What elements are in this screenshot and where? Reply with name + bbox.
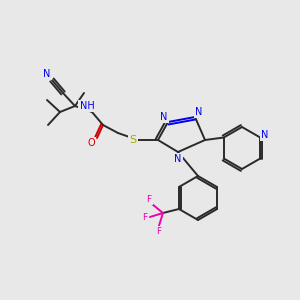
- Text: N: N: [262, 130, 269, 140]
- Text: O: O: [87, 138, 95, 148]
- Text: F: F: [146, 194, 152, 203]
- Text: F: F: [142, 212, 148, 221]
- Text: N: N: [160, 112, 168, 122]
- Text: S: S: [129, 135, 137, 145]
- Text: N: N: [174, 154, 182, 164]
- Text: N: N: [43, 69, 51, 79]
- Text: F: F: [156, 227, 161, 236]
- Text: N: N: [195, 107, 203, 117]
- Text: NH: NH: [80, 101, 94, 111]
